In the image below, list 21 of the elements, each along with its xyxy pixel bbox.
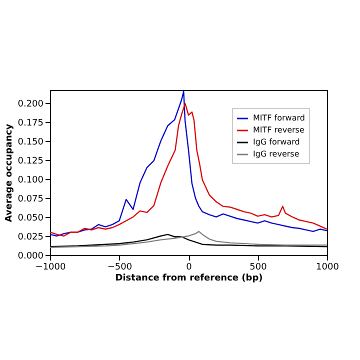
y-tick-label: 0.100	[18, 175, 44, 186]
line-series	[49, 230, 328, 248]
x-axis-title: Distance from reference (bp)	[115, 274, 263, 284]
x-tick-label: −500	[107, 262, 132, 272]
y-tick-label: 0.050	[18, 213, 44, 224]
x-tick-label: −1000	[35, 262, 66, 272]
legend-label: MITF reverse	[253, 126, 304, 134]
x-tick-label: 1000	[316, 262, 340, 272]
y-tick-label: 0.175	[18, 118, 44, 128]
y-tick-label: 0.000	[18, 252, 44, 262]
y-tick-label: 0.025	[18, 232, 44, 242]
x-tick-label: 0	[186, 262, 192, 272]
legend-label: IgG forward	[253, 138, 300, 146]
y-tick-label: 0.200	[18, 99, 44, 110]
y-tick-label: 0.150	[18, 137, 44, 148]
legend-label: MITF forward	[253, 114, 305, 122]
y-axis-title: Average occupancy	[4, 124, 15, 222]
y-tick-label: 0.075	[18, 194, 44, 204]
legend-label: IgG reverse	[253, 150, 300, 158]
y-tick-label: 0.125	[18, 156, 44, 166]
x-tick-label: 500	[250, 262, 268, 272]
